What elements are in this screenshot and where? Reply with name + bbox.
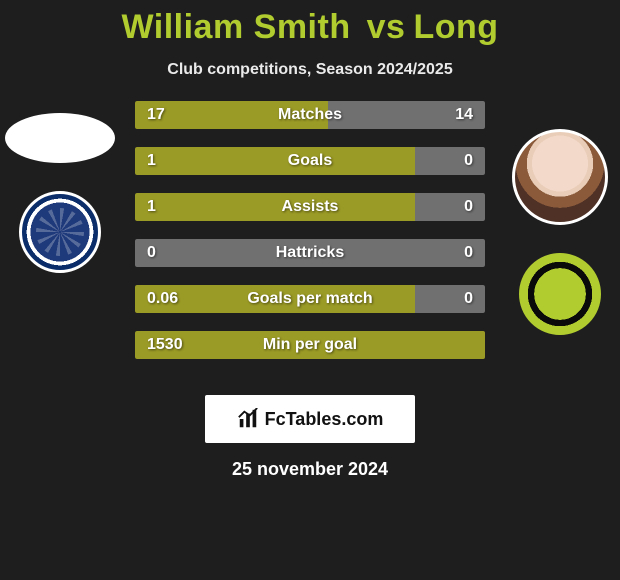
player1-silhouette (5, 113, 115, 163)
title-vs: vs (367, 8, 406, 46)
stat-value-left: 1 (135, 198, 223, 216)
stat-row: 0Hattricks0 (135, 239, 485, 267)
title-player1: William Smith (121, 8, 350, 46)
stat-row: 1530Min per goal (135, 331, 485, 359)
stat-row: 1Goals0 (135, 147, 485, 175)
stat-value-right: 0 (398, 152, 486, 170)
subtitle: Club competitions, Season 2024/2025 (0, 61, 620, 79)
title-player2: Long (413, 8, 498, 46)
stat-row: 17Matches14 (135, 101, 485, 129)
brand-text: FcTables.com (265, 409, 384, 430)
stat-value-left: 0 (135, 244, 223, 262)
right-player-column (500, 101, 620, 335)
stat-row: 1Assists0 (135, 193, 485, 221)
stat-label: Matches (223, 106, 398, 124)
stat-value-right: 14 (398, 106, 486, 124)
stat-value-right: 0 (398, 244, 486, 262)
stat-label: Hattricks (223, 244, 398, 262)
snapshot-date: 25 november 2024 (0, 459, 620, 480)
comparison-card: William Smith vsLong Club competitions, S… (0, 0, 620, 580)
brand-footer: FcTables.com (205, 395, 415, 443)
stat-label: Assists (223, 198, 398, 216)
stat-value-right: 0 (398, 290, 486, 308)
stat-value-left: 0.06 (135, 290, 223, 308)
bar-chart-icon (237, 408, 259, 430)
stat-label: Min per goal (223, 336, 398, 354)
stat-value-left: 1530 (135, 336, 223, 354)
comparison-area: 17Matches141Goals01Assists00Hattricks00.… (0, 101, 620, 381)
stat-value-left: 1 (135, 152, 223, 170)
player2-club-badge (519, 253, 601, 335)
stat-label: Goals (223, 152, 398, 170)
stat-value-left: 17 (135, 106, 223, 124)
player1-club-badge (19, 191, 101, 273)
left-player-column (0, 101, 120, 273)
player2-photo (512, 129, 608, 225)
page-title: William Smith vsLong (0, 8, 620, 47)
stat-row: 0.06Goals per match0 (135, 285, 485, 313)
stat-label: Goals per match (223, 290, 398, 308)
stat-value-right: 0 (398, 198, 486, 216)
